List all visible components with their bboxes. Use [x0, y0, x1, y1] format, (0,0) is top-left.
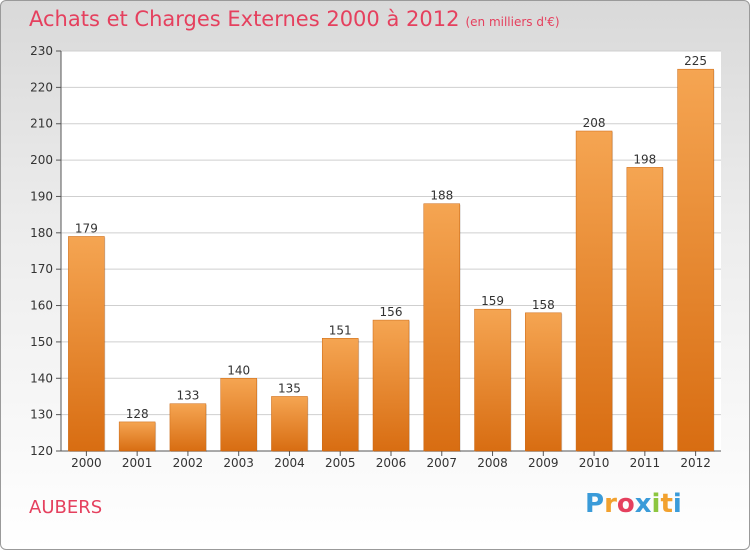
value-label-2003: 140 [227, 363, 250, 377]
x-tick-label-2003: 2003 [223, 456, 254, 470]
value-label-2007: 188 [430, 189, 453, 203]
x-tick-label-2005: 2005 [325, 456, 356, 470]
value-labels: 179 128 133 140 135 151 156 188 159 158 208 198 225 [75, 54, 707, 421]
bar-2006 [372, 319, 410, 452]
value-label-2004: 135 [278, 381, 301, 395]
value-label-2012: 225 [684, 54, 707, 68]
chart-title: Achats et Charges Externes 2000 à 2012 (e… [29, 7, 560, 31]
value-label-2000: 179 [75, 221, 98, 235]
x-tick-label-2001: 2001 [122, 456, 153, 470]
y-tick-label-140: 140 [30, 371, 53, 385]
y-tick-label-220: 220 [30, 80, 53, 94]
y-tick-label-230: 230 [30, 44, 53, 58]
x-tick-label-2002: 2002 [173, 456, 204, 470]
x-tick-label-2000: 2000 [71, 456, 102, 470]
commune-name: AUBERS [29, 497, 103, 518]
chart-title-main: Achats et Charges Externes 2000 à 2012 [29, 7, 460, 31]
proxiti-logo: Proxiti [585, 489, 682, 519]
bar-2000 [68, 236, 105, 452]
bar-2003 [220, 378, 257, 452]
y-tick-label-190: 190 [30, 189, 53, 203]
x-tick-label-2011: 2011 [630, 456, 661, 470]
bar-2008 [474, 308, 511, 452]
bar-2011 [626, 167, 664, 452]
value-label-2001: 128 [126, 407, 149, 421]
bar-2010 [575, 130, 613, 452]
y-tick-label-160: 160 [30, 299, 53, 313]
value-label-2005: 151 [329, 323, 352, 337]
x-tick-label-2009: 2009 [528, 456, 559, 470]
x-tick-label-2007: 2007 [426, 456, 457, 470]
value-label-2002: 133 [176, 389, 199, 403]
x-tick-label-2006: 2006 [376, 456, 407, 470]
x-tick-label-2004: 2004 [274, 456, 305, 470]
chart-title-unit: (en milliers d'€) [465, 15, 560, 29]
bar-2009 [525, 312, 562, 452]
bars [68, 68, 715, 452]
y-tick-label-170: 170 [30, 262, 53, 276]
y-tick-label-130: 130 [30, 408, 53, 422]
y-tick-label-180: 180 [30, 226, 53, 240]
bar-2012 [677, 68, 714, 452]
bar-2004 [271, 396, 308, 452]
bar-2005 [321, 338, 359, 452]
value-label-2011: 198 [633, 152, 656, 166]
bar-2002 [169, 403, 207, 452]
bar-2001 [118, 421, 156, 452]
value-label-2008: 159 [481, 294, 504, 308]
x-tick-label-2008: 2008 [477, 456, 508, 470]
y-tick-label-150: 150 [30, 335, 53, 349]
value-label-2006: 156 [380, 305, 403, 319]
y-tick-label-120: 120 [30, 444, 53, 458]
bar-2007 [423, 203, 461, 452]
y-tick-label-200: 200 [30, 153, 53, 167]
x-tick-label-2010: 2010 [579, 456, 610, 470]
value-label-2009: 158 [532, 298, 555, 312]
y-tick-label-210: 210 [30, 117, 53, 131]
x-tick-label-2012: 2012 [680, 456, 711, 470]
value-label-2010: 208 [583, 116, 606, 130]
axes: 120 130 140 150 160 170 180 190 200 210 220 230 2000… [30, 44, 721, 470]
